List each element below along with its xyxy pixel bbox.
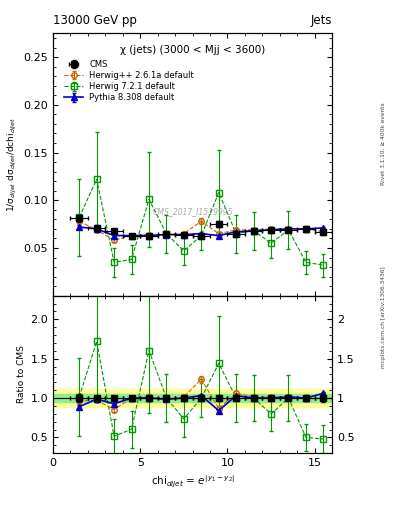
Text: Rivet 3.1.10, ≥ 400k events: Rivet 3.1.10, ≥ 400k events bbox=[381, 102, 386, 185]
Y-axis label: Ratio to CMS: Ratio to CMS bbox=[17, 346, 26, 403]
X-axis label: chi$_{dijet}$ = $e^{|y_1-y_2|}$: chi$_{dijet}$ = $e^{|y_1-y_2|}$ bbox=[151, 474, 235, 490]
Text: mcplots.cern.ch [arXiv:1306.3436]: mcplots.cern.ch [arXiv:1306.3436] bbox=[381, 267, 386, 368]
Bar bbox=[53, 389, 332, 408]
Text: 13000 GeV pp: 13000 GeV pp bbox=[53, 14, 137, 27]
Bar bbox=[53, 394, 332, 402]
Text: Jets: Jets bbox=[310, 14, 332, 27]
Y-axis label: 1/σ$_{dijet}$ dσ$_{dijet}$/dchi$_{dijet}$: 1/σ$_{dijet}$ dσ$_{dijet}$/dchi$_{dijet}… bbox=[6, 117, 19, 212]
Legend: CMS, Herwig++ 2.6.1a default, Herwig 7.2.1 default, Pythia 8.308 default: CMS, Herwig++ 2.6.1a default, Herwig 7.2… bbox=[63, 58, 196, 104]
Text: χ (jets) (3000 < Mjj < 3600): χ (jets) (3000 < Mjj < 3600) bbox=[120, 45, 265, 55]
Text: CMS_2017_I1519995: CMS_2017_I1519995 bbox=[152, 207, 233, 216]
